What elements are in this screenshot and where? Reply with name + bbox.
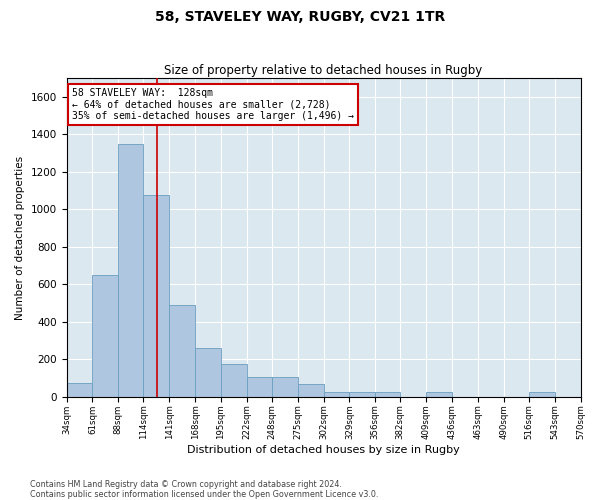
Text: 58, STAVELEY WAY, RUGBY, CV21 1TR: 58, STAVELEY WAY, RUGBY, CV21 1TR [155,10,445,24]
Bar [349,392,375,397]
Bar [298,384,323,397]
Bar [221,364,247,397]
Bar [247,377,272,397]
Bar [169,305,195,397]
Bar [67,383,92,397]
Y-axis label: Number of detached properties: Number of detached properties [15,156,25,320]
Text: Contains HM Land Registry data © Crown copyright and database right 2024.
Contai: Contains HM Land Registry data © Crown c… [30,480,379,499]
X-axis label: Distribution of detached houses by size in Rugby: Distribution of detached houses by size … [187,445,460,455]
Bar [92,275,118,397]
Bar [195,348,221,397]
Title: Size of property relative to detached houses in Rugby: Size of property relative to detached ho… [164,64,482,77]
Text: 58 STAVELEY WAY:  128sqm
← 64% of detached houses are smaller (2,728)
35% of sem: 58 STAVELEY WAY: 128sqm ← 64% of detache… [71,88,353,121]
Bar [323,392,349,397]
Bar [375,392,400,397]
Bar [118,144,143,397]
Bar [143,196,169,397]
Bar [529,392,554,397]
Bar [426,392,452,397]
Bar [272,377,298,397]
